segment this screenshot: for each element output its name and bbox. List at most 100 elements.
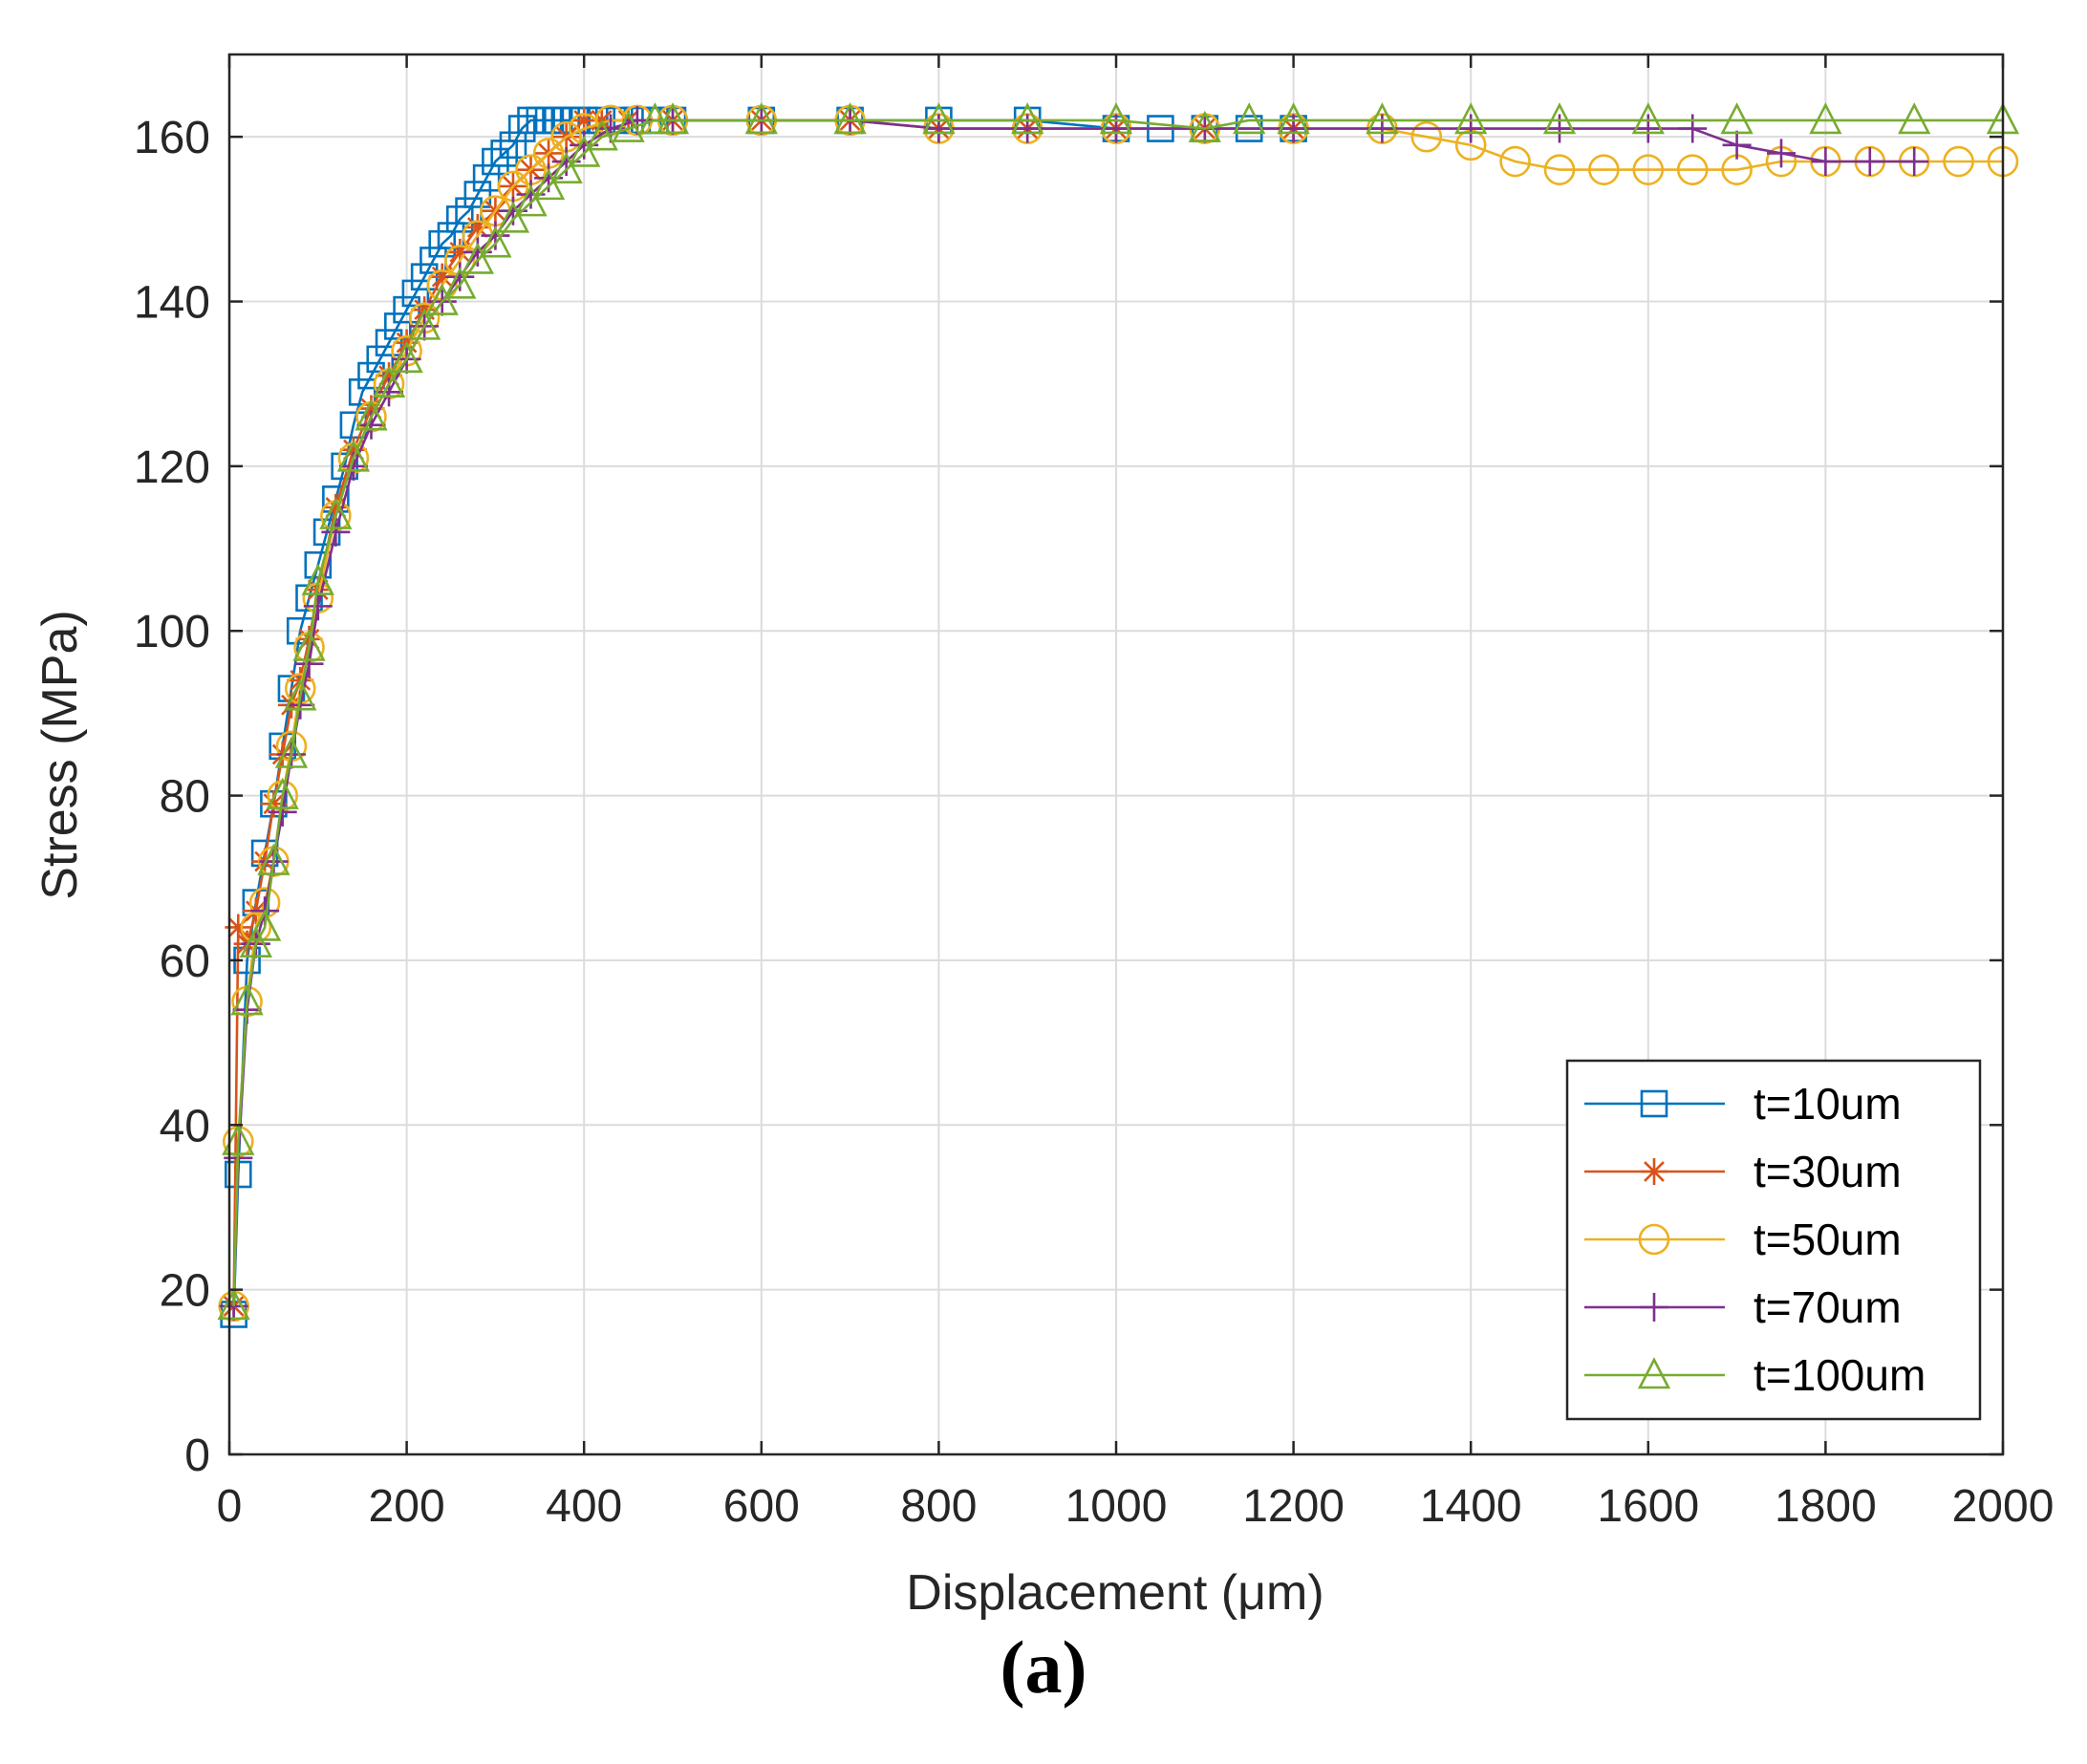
y-axis-title: Stress (MPa) [32,610,88,899]
legend-marker [1638,1223,1670,1256]
data-point [507,115,536,142]
data-point [1809,102,1842,135]
legend-item: t=70um [1584,1282,1902,1332]
data-point [570,106,598,134]
data-point [257,843,290,875]
data-point [744,102,778,135]
data-point [531,168,566,201]
data-point [390,341,423,374]
axes-frame [227,53,2005,1456]
data-point [446,238,474,266]
legend-label: t=30um [1754,1147,1902,1196]
data-point [568,135,601,167]
x-tick-label: 1000 [1065,1481,1168,1532]
data-point [222,1123,255,1155]
data-point [1631,102,1665,135]
data-point [490,140,518,167]
data-point [372,365,406,398]
data-point [1722,130,1752,160]
x-tick-label: 1400 [1420,1481,1522,1532]
data-point [482,147,509,176]
data-point [496,201,530,233]
data-point [239,925,272,958]
legend-item: t=50um [1584,1215,1902,1264]
legend-label: t=50um [1754,1215,1902,1264]
x-tick-label: 0 [217,1481,243,1532]
data-point [443,267,477,299]
x-tick-label: 600 [723,1481,800,1532]
data-point [1367,114,1397,143]
plot-series [217,102,2020,1328]
data-point [1279,114,1308,143]
x-tick-label: 800 [900,1481,977,1532]
y-tick-label: 140 [134,278,210,329]
legend-marker [1637,1357,1671,1389]
data-point [1013,114,1043,143]
data-point [1233,102,1266,135]
legend-marker [1640,1293,1668,1322]
data-point [549,151,583,183]
data-point [1676,154,1709,185]
data-point [301,563,334,595]
data-point [1678,114,1708,143]
data-point [445,205,474,233]
y-tick-label: 120 [134,442,210,493]
data-point [339,436,367,463]
data-point [1633,114,1663,143]
data-point [217,1288,250,1321]
legend-label: t=10um [1754,1079,1902,1129]
data-point [1366,102,1399,135]
legend-item: t=30um [1584,1147,1902,1196]
x-tick-label: 200 [369,1481,445,1532]
data-point [260,790,288,818]
y-tick-label: 40 [160,1101,210,1151]
data-point [247,909,282,941]
data-point [585,118,618,151]
data-point [230,983,264,1016]
legend-label: t=100um [1754,1350,1926,1400]
legend-marker [1641,1158,1667,1185]
x-tick-label: 400 [546,1481,622,1532]
data-point [1811,147,1840,177]
data-point [463,213,491,241]
data-point [1898,102,1931,135]
data-point [472,163,501,192]
data-point [1410,120,1443,153]
data-point [357,395,385,422]
x-axis-title: Displacement (μm) [906,1565,1323,1621]
data-point [1545,114,1574,143]
figure-caption: (a) [1000,1625,1087,1709]
y-tick-label: 160 [134,113,210,163]
data-point [1011,102,1044,135]
data-point [924,114,954,143]
data-point [1543,154,1576,185]
legend-label: t=70um [1754,1282,1902,1332]
legend-item: t=100um [1584,1350,1926,1400]
y-tick-label: 20 [160,1266,210,1317]
y-tick-label: 80 [160,772,210,823]
data-point [1102,114,1130,143]
data-point [1632,154,1665,185]
data-point [428,263,456,290]
data-point [355,398,388,431]
data-point [1943,145,1974,178]
data-point [376,362,403,390]
series-line [232,118,2003,1306]
plot-area-border [227,53,2005,1456]
legend: t=10um t=30um t=50um t=70um t=100um [1565,1059,1982,1421]
x-tick-label: 1600 [1597,1481,1699,1532]
data-point [428,229,457,258]
tick-labels: 0 200 400 600 800 1000 1200 1400 1600 1800 2000 0 20… [134,113,2054,1532]
data-point [638,102,672,135]
data-point [1099,102,1133,135]
data-point [408,308,441,340]
data-point [284,678,317,711]
data-point [1588,154,1620,185]
data-point [322,493,350,521]
data-point [656,102,690,135]
data-point [319,497,353,529]
data-point [479,226,512,258]
data-point [499,131,527,160]
data-point [1855,147,1884,177]
